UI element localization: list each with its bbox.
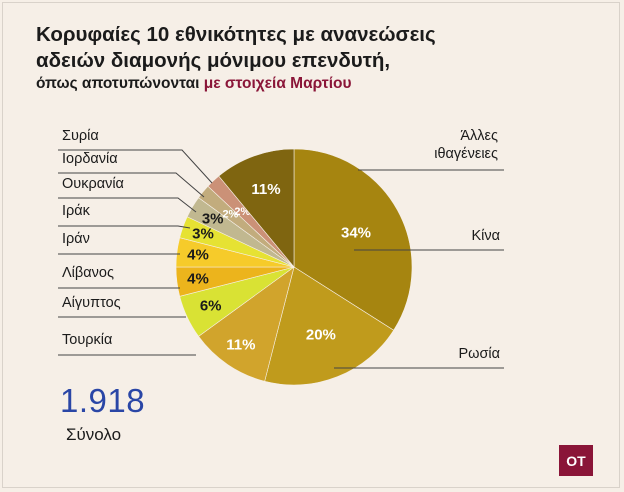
category-label: Άλλες ιθαγένειες: [434, 128, 498, 162]
category-label: Τουρκία: [62, 332, 112, 348]
slice-value-label: 20%: [306, 327, 336, 344]
pie-slice-2: [264, 266, 395, 386]
total-label: Σύνολο: [66, 425, 122, 444]
category-label: Ιορδανία: [62, 151, 118, 167]
pie-slice-3: [198, 266, 295, 382]
ot-logo: OT: [559, 445, 593, 476]
leader-line: [58, 225, 191, 229]
total-value: 1.918: [60, 382, 146, 419]
leader-line: [58, 197, 197, 213]
pie-slice-1: [293, 148, 413, 331]
subtitle-prefix: όπως αποτυπώνονται: [36, 75, 200, 92]
page-frame: [2, 2, 620, 488]
category-label: Ιράν: [62, 231, 90, 247]
slice-value-label: 3%: [192, 226, 214, 243]
chart-title: Κορυφαίες 10 εθνικότητες με ανανεώσεις α…: [36, 22, 596, 74]
category-label: Συρία: [62, 128, 99, 144]
category-label: Ρωσία: [458, 346, 500, 362]
slice-value-label: 6%: [200, 298, 222, 315]
category-label: Λίβανος: [62, 265, 114, 281]
title-line-1: Κορυφαίες 10 εθνικότητες με ανανεώσεις: [36, 23, 436, 46]
slice-value-label: 3%: [202, 210, 224, 227]
category-label: Αίγυπτος: [62, 295, 121, 311]
slice-value-label: 4%: [187, 271, 209, 288]
slice-value-label: 11%: [226, 337, 255, 354]
slice-value-label: 11%: [251, 181, 280, 198]
slice-value-label: 4%: [187, 246, 209, 263]
pie-slice-11: [218, 148, 295, 268]
chart-subtitle: όπως αποτυπώνονται με στοιχεία Μαρτίου: [36, 75, 596, 93]
leader-line: [58, 149, 213, 184]
category-label: Ιράκ: [62, 203, 91, 219]
leader-line: [58, 172, 205, 198]
category-label: Ουκρανία: [62, 176, 124, 192]
slice-value-label: 34%: [341, 224, 371, 241]
title-line-2: αδειών διαμονής μόνιμου επενδυτή,: [36, 49, 391, 72]
category-label: Κίνα: [471, 228, 500, 244]
subtitle-highlight: με στοιχεία Μαρτίου: [203, 75, 352, 92]
